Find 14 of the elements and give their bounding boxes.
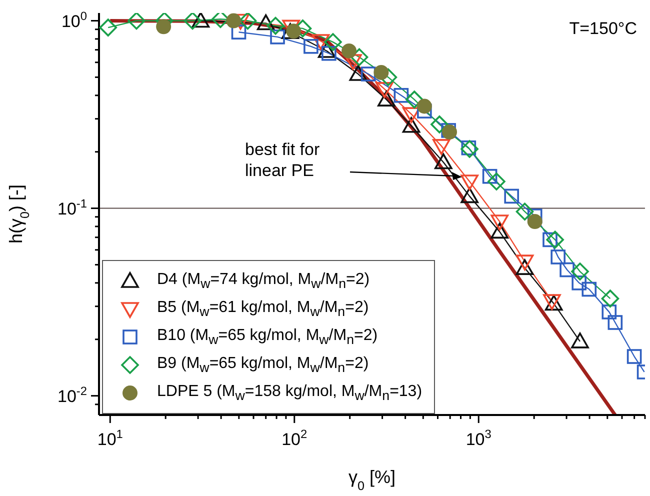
x-axis-title: γ$_{0}$ [%] — [348, 467, 396, 493]
legend-label: B5 (M$_{w}$=61 kg/mol, M$_{w}$/M$_{n}$=2) — [157, 298, 369, 320]
x-tick-label: 10$^{1}$ — [97, 427, 124, 449]
legend-label: LDPE 5 (M$_{w}$=158 kg/mol, M$_{w}$/M$_{n}$=13) — [157, 382, 422, 404]
y-tick-label: 10$^{-1}$ — [58, 196, 88, 218]
legend-label: B10 (M$_{w}$=65 kg/mol, M$_{w}$/M$_{n}$=2) — [157, 326, 378, 348]
y-tick-label: 10$^{0}$ — [61, 8, 88, 31]
legend-label: D4 (M$_{w}$=74 kg/mol, M$_{w}$/M$_{n}$=2) — [157, 270, 370, 292]
y-tick-label: 10$^{-2}$ — [58, 384, 88, 406]
x-tick-label: 10$^{3}$ — [466, 427, 492, 449]
annotation: best fit for linear PE — [245, 139, 321, 181]
annotation: T=150°C — [569, 19, 637, 39]
legend-label: B9 (M$_{w}$=65 kg/mol, M$_{w}$/M$_{n}$=2) — [157, 354, 369, 376]
x-tick-label: 10$^{2}$ — [282, 427, 308, 449]
